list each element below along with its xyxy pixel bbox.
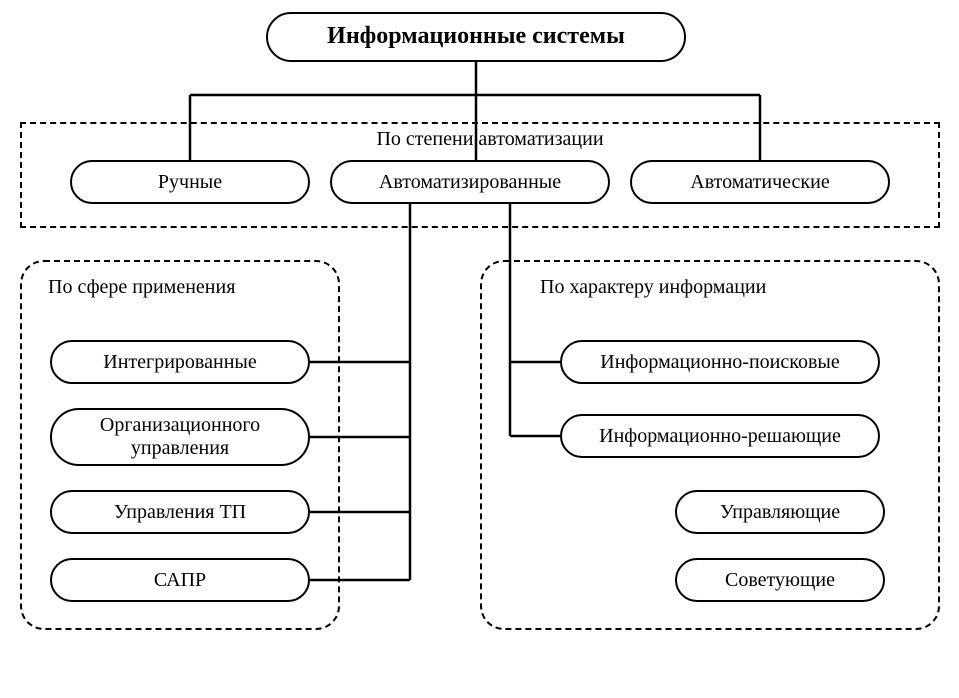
node-search-label: Информационно-поисковые bbox=[600, 351, 839, 374]
node-sapr-label: САПР bbox=[154, 569, 206, 592]
node-automated-label: Автоматизированные bbox=[379, 171, 561, 194]
node-integrated-label: Интегрированные bbox=[103, 351, 256, 374]
node-sapr: САПР bbox=[50, 558, 310, 602]
node-manual-label: Ручные bbox=[158, 171, 222, 194]
group-nature-title: По характеру информации bbox=[540, 276, 860, 299]
node-decide-label: Информационно-решающие bbox=[599, 425, 841, 448]
node-org-mgmt-label: Организационного управления bbox=[68, 414, 292, 460]
node-org-mgmt: Организационного управления bbox=[50, 408, 310, 466]
diagram-canvas: По степени автоматизации По сфере примен… bbox=[0, 0, 959, 698]
group-scope-title: По сфере применения bbox=[48, 276, 308, 299]
node-automated: Автоматизированные bbox=[330, 160, 610, 204]
node-decide: Информационно-решающие bbox=[560, 414, 880, 458]
node-automatic: Автоматические bbox=[630, 160, 890, 204]
node-automatic-label: Автоматические bbox=[690, 171, 829, 194]
node-tp-mgmt: Управления ТП bbox=[50, 490, 310, 534]
node-search: Информационно-поисковые bbox=[560, 340, 880, 384]
node-root: Информационные системы bbox=[266, 12, 686, 62]
node-controlling: Управляющие bbox=[675, 490, 885, 534]
node-controlling-label: Управляющие bbox=[720, 501, 840, 524]
node-manual: Ручные bbox=[70, 160, 310, 204]
node-advising-label: Советующие bbox=[725, 569, 835, 592]
node-integrated: Интегрированные bbox=[50, 340, 310, 384]
node-tp-mgmt-label: Управления ТП bbox=[114, 501, 246, 524]
group-automation-title: По степени автоматизации bbox=[360, 128, 620, 151]
node-advising: Советующие bbox=[675, 558, 885, 602]
node-root-label: Информационные системы bbox=[327, 23, 625, 51]
